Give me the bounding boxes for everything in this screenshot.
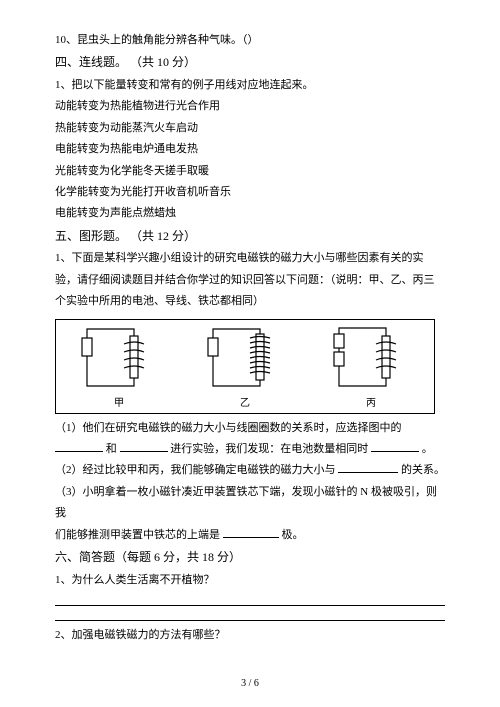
- blank-5: [223, 527, 279, 538]
- answer-line-1: [55, 605, 445, 606]
- blank-2: [120, 441, 168, 452]
- p2-end: 的关系。: [401, 464, 445, 476]
- section-5-title: 五、图形题。 （共 12 分）: [55, 225, 445, 248]
- answer-line-2: [55, 620, 445, 621]
- sec5-p3a: （3）小明拿着一枚小磁针凑近甲装置铁芯下端，发现小磁针的 N 极被吸引，则我: [55, 482, 445, 525]
- section-4-title: 四、连线题。 （共 10 分）: [55, 51, 445, 74]
- circuit-cell-a: 甲: [64, 326, 174, 414]
- page-footer: 3 / 6: [0, 674, 500, 694]
- sec6-q2: 2、加强电磁铁磁力的方法有哪些？: [55, 625, 445, 646]
- section-5-q1a: 1、下面是某科学兴趣小组设计的研究电磁铁的磁力大小与哪些因素有关的实: [55, 248, 445, 269]
- p1b-end: 。: [422, 443, 433, 455]
- circuit-diagram-box: 甲 乙: [55, 319, 435, 414]
- circuit-b-icon: [200, 326, 290, 392]
- sec5-p1b: 和 进行实验，我们发现：在电池数量相同时 。: [55, 439, 445, 460]
- sec5-p3b: 们能够推测甲装置中铁芯的上端是 极。: [55, 525, 445, 546]
- pair-1: 热能转变为动能蒸汽火车启动: [55, 118, 445, 139]
- pair-0: 动能转变为热能植物进行光合作用: [55, 96, 445, 117]
- p3b-end: 极。: [282, 529, 304, 541]
- pair-3: 光能转变为化学能冬天搓手取暖: [55, 161, 445, 182]
- p3b-text: 们能够推测甲装置中铁芯的上端是: [55, 529, 220, 541]
- sec6-q1: 1、为什么人类生活离不开植物？: [55, 570, 445, 591]
- circuit-a-icon: [74, 326, 164, 392]
- circuit-c-icon: [326, 326, 416, 392]
- caption-c: 丙: [366, 394, 376, 414]
- caption-b: 乙: [240, 394, 250, 414]
- page: 10、昆虫头上的触角能分辨各种气味。（） 四、连线题。 （共 10 分） 1、把…: [0, 0, 500, 707]
- pair-4: 化学能转变为光能打开收音机听音乐: [55, 182, 445, 203]
- caption-a: 甲: [114, 394, 124, 414]
- sec5-p1a: （1）他们在研究电磁铁的磁力大小与线圈圈数的关系时，应选择图中的: [55, 418, 445, 439]
- blank-1: [55, 441, 103, 452]
- question-10: 10、昆虫头上的触角能分辨各种气味。（）: [55, 30, 445, 51]
- blank-4: [338, 463, 398, 474]
- section-5-q1b: 验，请仔细阅读题目并结合你学过的知识回答以下问题：（说明：甲、乙、丙三: [55, 270, 445, 291]
- p1b-suffix: 进行实验，我们发现：在电池数量相同时: [170, 443, 368, 455]
- section-6-title: 六、简答题（每题 6 分，共 18 分）: [55, 546, 445, 569]
- sec5-p2: （2）经过比较甲和丙，我们能够确定电磁铁的磁力大小与 的关系。: [55, 460, 445, 481]
- pair-5: 电能转变为声能点燃蜡烛: [55, 203, 445, 224]
- section-5-q1c: 个实验中所用的电池、导线、铁芯都相同）: [55, 291, 445, 312]
- circuit-cell-b: 乙: [190, 326, 300, 414]
- p1b-mid: 和: [106, 443, 117, 455]
- circuit-cell-c: 丙: [316, 326, 426, 414]
- pair-2: 电能转变为热能电炉通电发热: [55, 139, 445, 160]
- p2-text: （2）经过比较甲和丙，我们能够确定电磁铁的磁力大小与: [55, 464, 336, 476]
- section-4-q1: 1、把以下能量转变和常有的例子用线对应地连起来。: [55, 75, 445, 96]
- blank-3: [371, 441, 419, 452]
